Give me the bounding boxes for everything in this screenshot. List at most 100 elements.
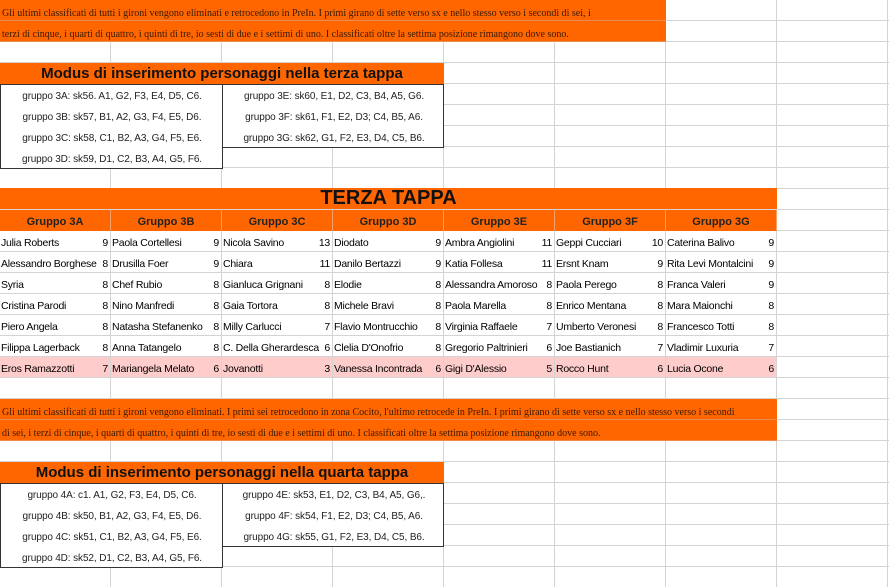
group-row: Flavio Montrucchio 8 [333,315,443,335]
modus-3-item: gruppo 3C: sk58, C1, B2, A3, G4, F5, E6. [22,133,202,144]
contestant-score: 8 [102,321,108,333]
group-row: Ambra Angiolini 11 [444,231,554,251]
contestant-name: Chef Rubio [112,279,163,291]
contestant-name: Francesco Totti [667,321,735,333]
contestant-score: 11 [319,258,331,270]
contestant-score: 7 [657,342,663,354]
note-1-line-2: terzi di cinque, i quarti di quattro, i … [0,21,666,42]
contestant-name: Paola Cortellesi [112,237,182,249]
contestant-name: Nino Manfredi [112,300,175,312]
contestant-score: 9 [435,237,441,249]
contestant-name: Vanessa Incontrada [334,363,423,375]
group-row: Caterina Balivo 9 [666,231,776,251]
group-row: Paola Perego 8 [555,273,665,293]
contestant-name: Nicola Savino [223,237,284,249]
group-row: Diodato 9 [333,231,443,251]
contestant-score: 9 [102,237,108,249]
note-2-line-2: di sei, i terzi di cinque, i quarti di q… [0,420,777,441]
contestant-score: 8 [213,342,219,354]
contestant-score: 6 [213,363,219,375]
group-row: Mariangela Melato 6 [111,357,221,377]
group-header: Gruppo 3A [0,210,111,231]
contestant-score: 8 [657,279,663,291]
group-row: Piero Angela 8 [0,315,110,335]
contestant-name: Alessandro Borghese [1,258,97,270]
contestant-score: 9 [435,258,441,270]
group-header: Gruppo 3G [666,210,777,231]
contestant-name: Clelia D'Onofrio [334,342,404,354]
contestant-score: 7 [324,321,330,333]
group-row: Vladimir Luxuria 7 [666,336,776,356]
modus-4-left-box: gruppo 4A: c1. A1, G2, F3, E4, D5, C6. g… [0,483,223,568]
contestant-name: Jovanotti [223,363,263,375]
contestant-name: Franca Valeri [667,279,726,291]
contestant-name: Gigi D'Alessio [445,363,507,375]
contestant-score: 9 [213,258,219,270]
contestant-score: 11 [541,258,553,270]
group-header: Gruppo 3B [111,210,222,231]
group-row: Virginia Raffaele 7 [444,315,554,335]
group-header: Gruppo 3F [555,210,666,231]
contestant-score: 8 [213,279,219,291]
contestant-score: 7 [102,363,108,375]
terza-tappa-title: TERZA TAPPA [0,188,777,209]
group-row: Rocco Hunt 6 [555,357,665,377]
group-row: Syria 8 [0,273,110,293]
group-header: Gruppo 3E [444,210,555,231]
contestant-name: Chiara [223,258,253,270]
contestant-score: 9 [768,258,774,270]
contestant-score: 8 [435,300,441,312]
contestant-name: Paola Marella [445,300,506,312]
group-row: Filippa Lagerback 8 [0,336,110,356]
group-row: C. Della Gherardesca 6 [222,336,332,356]
contestant-score: 5 [546,363,552,375]
contestant-score: 8 [102,342,108,354]
group-row: Enrico Mentana 8 [555,294,665,314]
modus-4-item: gruppo 4C: sk51, C1, B2, A3, G4, F5, E6. [22,532,202,543]
contestant-name: Umberto Veronesi [556,321,637,333]
contestant-name: Rita Levi Montalcini [667,258,754,270]
group-row: Ersnt Knam 9 [555,252,665,272]
contestant-score: 6 [768,363,774,375]
group-row: Chiara 11 [222,252,332,272]
contestant-name: Elodie [334,279,362,291]
contestant-name: C. Della Gherardesca [223,342,319,354]
contestant-score: 7 [768,342,774,354]
contestant-score: 9 [657,258,663,270]
group-row: Drusilla Foer 9 [111,252,221,272]
contestant-name: Enrico Mentana [556,300,627,312]
group-row: Gaia Tortora 8 [222,294,332,314]
contestant-name: Ambra Angiolini [445,237,515,249]
group-row: Umberto Veronesi 8 [555,315,665,335]
contestant-name: Diodato [334,237,369,249]
contestant-score: 7 [546,321,552,333]
contestant-name: Syria [1,279,24,291]
contestant-score: 8 [102,300,108,312]
contestant-score: 10 [651,237,663,249]
modus-3-left-box: gruppo 3A: sk56. A1, G2, F3, E4, D5, C6.… [0,84,223,169]
group-header: Gruppo 3D [333,210,444,231]
contestant-name: Geppi Cucciari [556,237,622,249]
contestant-score: 8 [435,342,441,354]
contestant-name: Cristina Parodi [1,300,67,312]
contestant-name: Gianluca Grignani [223,279,303,291]
group-row: Francesco Totti 8 [666,315,776,335]
contestant-score: 8 [546,279,552,291]
group-row: Nino Manfredi 8 [111,294,221,314]
group-row: Nicola Savino 13 [222,231,332,251]
modus-4-item: gruppo 4G: sk55, G1, F2, E3, D4, C5, B6. [243,532,425,543]
group-row: Gianluca Grignani 8 [222,273,332,293]
modus-4-right-box: gruppo 4E: sk53, E1, D2, C3, B4, A5, G6,… [222,483,444,547]
contestant-score: 11 [541,237,553,249]
contestant-score: 8 [768,300,774,312]
contestant-name: Julia Roberts [1,237,60,249]
note-1-line-1: Gli ultimi classificati di tutti i giron… [0,0,666,21]
contestant-name: Piero Angela [1,321,58,333]
group-row: Katia Follesa 11 [444,252,554,272]
group-row: Vanessa Incontrada 6 [333,357,443,377]
contestant-name: Ersnt Knam [556,258,609,270]
modus-4-item: gruppo 4A: c1. A1, G2, F3, E4, D5, C6. [27,490,197,501]
group-row: Paola Marella 8 [444,294,554,314]
group-row: Gregorio Paltrinieri 6 [444,336,554,356]
modus-4-item: gruppo 4E: sk53, E1, D2, C3, B4, A5, G6,… [242,490,426,501]
